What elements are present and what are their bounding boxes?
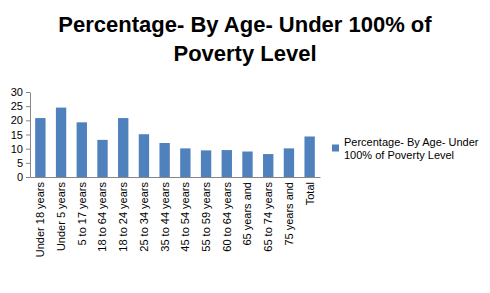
tick: 65 to 74 years (262, 182, 274, 252)
bar (263, 154, 273, 177)
tick-label: 20 (11, 114, 23, 126)
tick-mark (26, 163, 30, 164)
tick: 25 (11, 100, 30, 112)
tick-label: 0 (17, 171, 23, 183)
tick: Under 18 years (34, 182, 46, 258)
tick: 5 to 17 years (76, 182, 88, 246)
bar (97, 140, 107, 177)
plot-area: 0 5 10 15 20 25 30 Under 18 years Under 5 years 5… (11, 86, 321, 257)
tick-label: 15 (11, 129, 23, 141)
tick-label: 30 (11, 86, 23, 98)
x-axis: Under 18 years Under 5 years 5 to 17 years… (31, 178, 321, 258)
tick: 60 to 64 years (221, 182, 233, 252)
tick: 18 to 24 years (117, 182, 129, 252)
tick-label: Total (303, 182, 315, 205)
tick-label: 25 (11, 100, 23, 112)
bar (159, 143, 169, 177)
tick-mark (26, 120, 30, 121)
tick: Total (303, 182, 315, 205)
axis-line (30, 93, 31, 178)
bar (201, 150, 211, 177)
tick: 15 (11, 129, 30, 141)
tick-mark (26, 177, 30, 178)
bars (35, 108, 315, 177)
tick: 5 (17, 157, 30, 169)
tick: Under 5 years (55, 182, 67, 252)
tick: 10 (11, 143, 30, 155)
tick-label: 10 (11, 143, 23, 155)
tick-label: Under 18 years (34, 182, 46, 258)
tick-label: 5 to 17 years (76, 182, 88, 246)
tick-label: 45 to 54 years (179, 182, 191, 252)
tick: 18 to 64 years (96, 182, 108, 252)
tick: 0 (17, 171, 30, 183)
tick-label: 65 years and (241, 182, 253, 246)
chart: Percentage- By Age- Under 100% of Poverty… (0, 0, 490, 293)
title: Percentage- By Age- Under 100% of Poverty… (58, 12, 432, 66)
tick-label: 60 to 64 years (221, 182, 233, 252)
tick-mark (26, 92, 30, 93)
tick-label: 18 to 64 years (96, 182, 108, 252)
tick-label: 75 years and (283, 182, 295, 246)
y-axis: 0 5 10 15 20 25 30 (11, 86, 31, 183)
bar (180, 148, 190, 177)
tick: 65 years and (241, 182, 253, 246)
bar (304, 136, 314, 177)
tick: 45 to 54 years (179, 182, 191, 252)
bar (118, 118, 128, 177)
bar (284, 148, 294, 177)
tick: 20 (11, 114, 30, 126)
tick-label: 65 to 74 years (262, 182, 274, 252)
bar (242, 152, 252, 178)
tick-mark (26, 149, 30, 150)
bar (56, 108, 66, 177)
tick-mark (26, 135, 30, 136)
bar (35, 118, 45, 177)
tick-label: Under 5 years (55, 182, 67, 252)
tick-mark (26, 106, 30, 107)
tick-label: 35 to 44 years (158, 182, 170, 252)
tick: 25 to 34 years (138, 182, 150, 252)
legend-item: Percentage- By Age- Under100% of Poverty… (332, 136, 479, 161)
text-line: 100% of Poverty Level (344, 149, 454, 161)
text-line: Poverty Level (173, 41, 316, 66)
text-line: Percentage- By Age- Under 100% of (58, 12, 432, 37)
bar (139, 134, 149, 177)
tick-label: 18 to 24 years (117, 182, 129, 252)
bar (77, 122, 87, 177)
tick-label: 25 to 34 years (138, 182, 150, 252)
text-line: Percentage- By Age- Under (344, 136, 479, 148)
legend-label: Percentage- By Age- Under100% of Poverty… (344, 136, 479, 161)
tick: 35 to 44 years (158, 182, 170, 252)
tick: 30 (11, 86, 30, 98)
bar (222, 150, 232, 177)
tick-label: 5 (17, 157, 23, 169)
legend-swatch (332, 145, 339, 152)
tick-label: 55 to 59 years (200, 182, 212, 252)
axis-line (31, 177, 321, 178)
legend: Percentage- By Age- Under100% of Poverty… (332, 136, 479, 161)
tick: 55 to 59 years (200, 182, 212, 252)
tick: 75 years and (283, 182, 295, 246)
